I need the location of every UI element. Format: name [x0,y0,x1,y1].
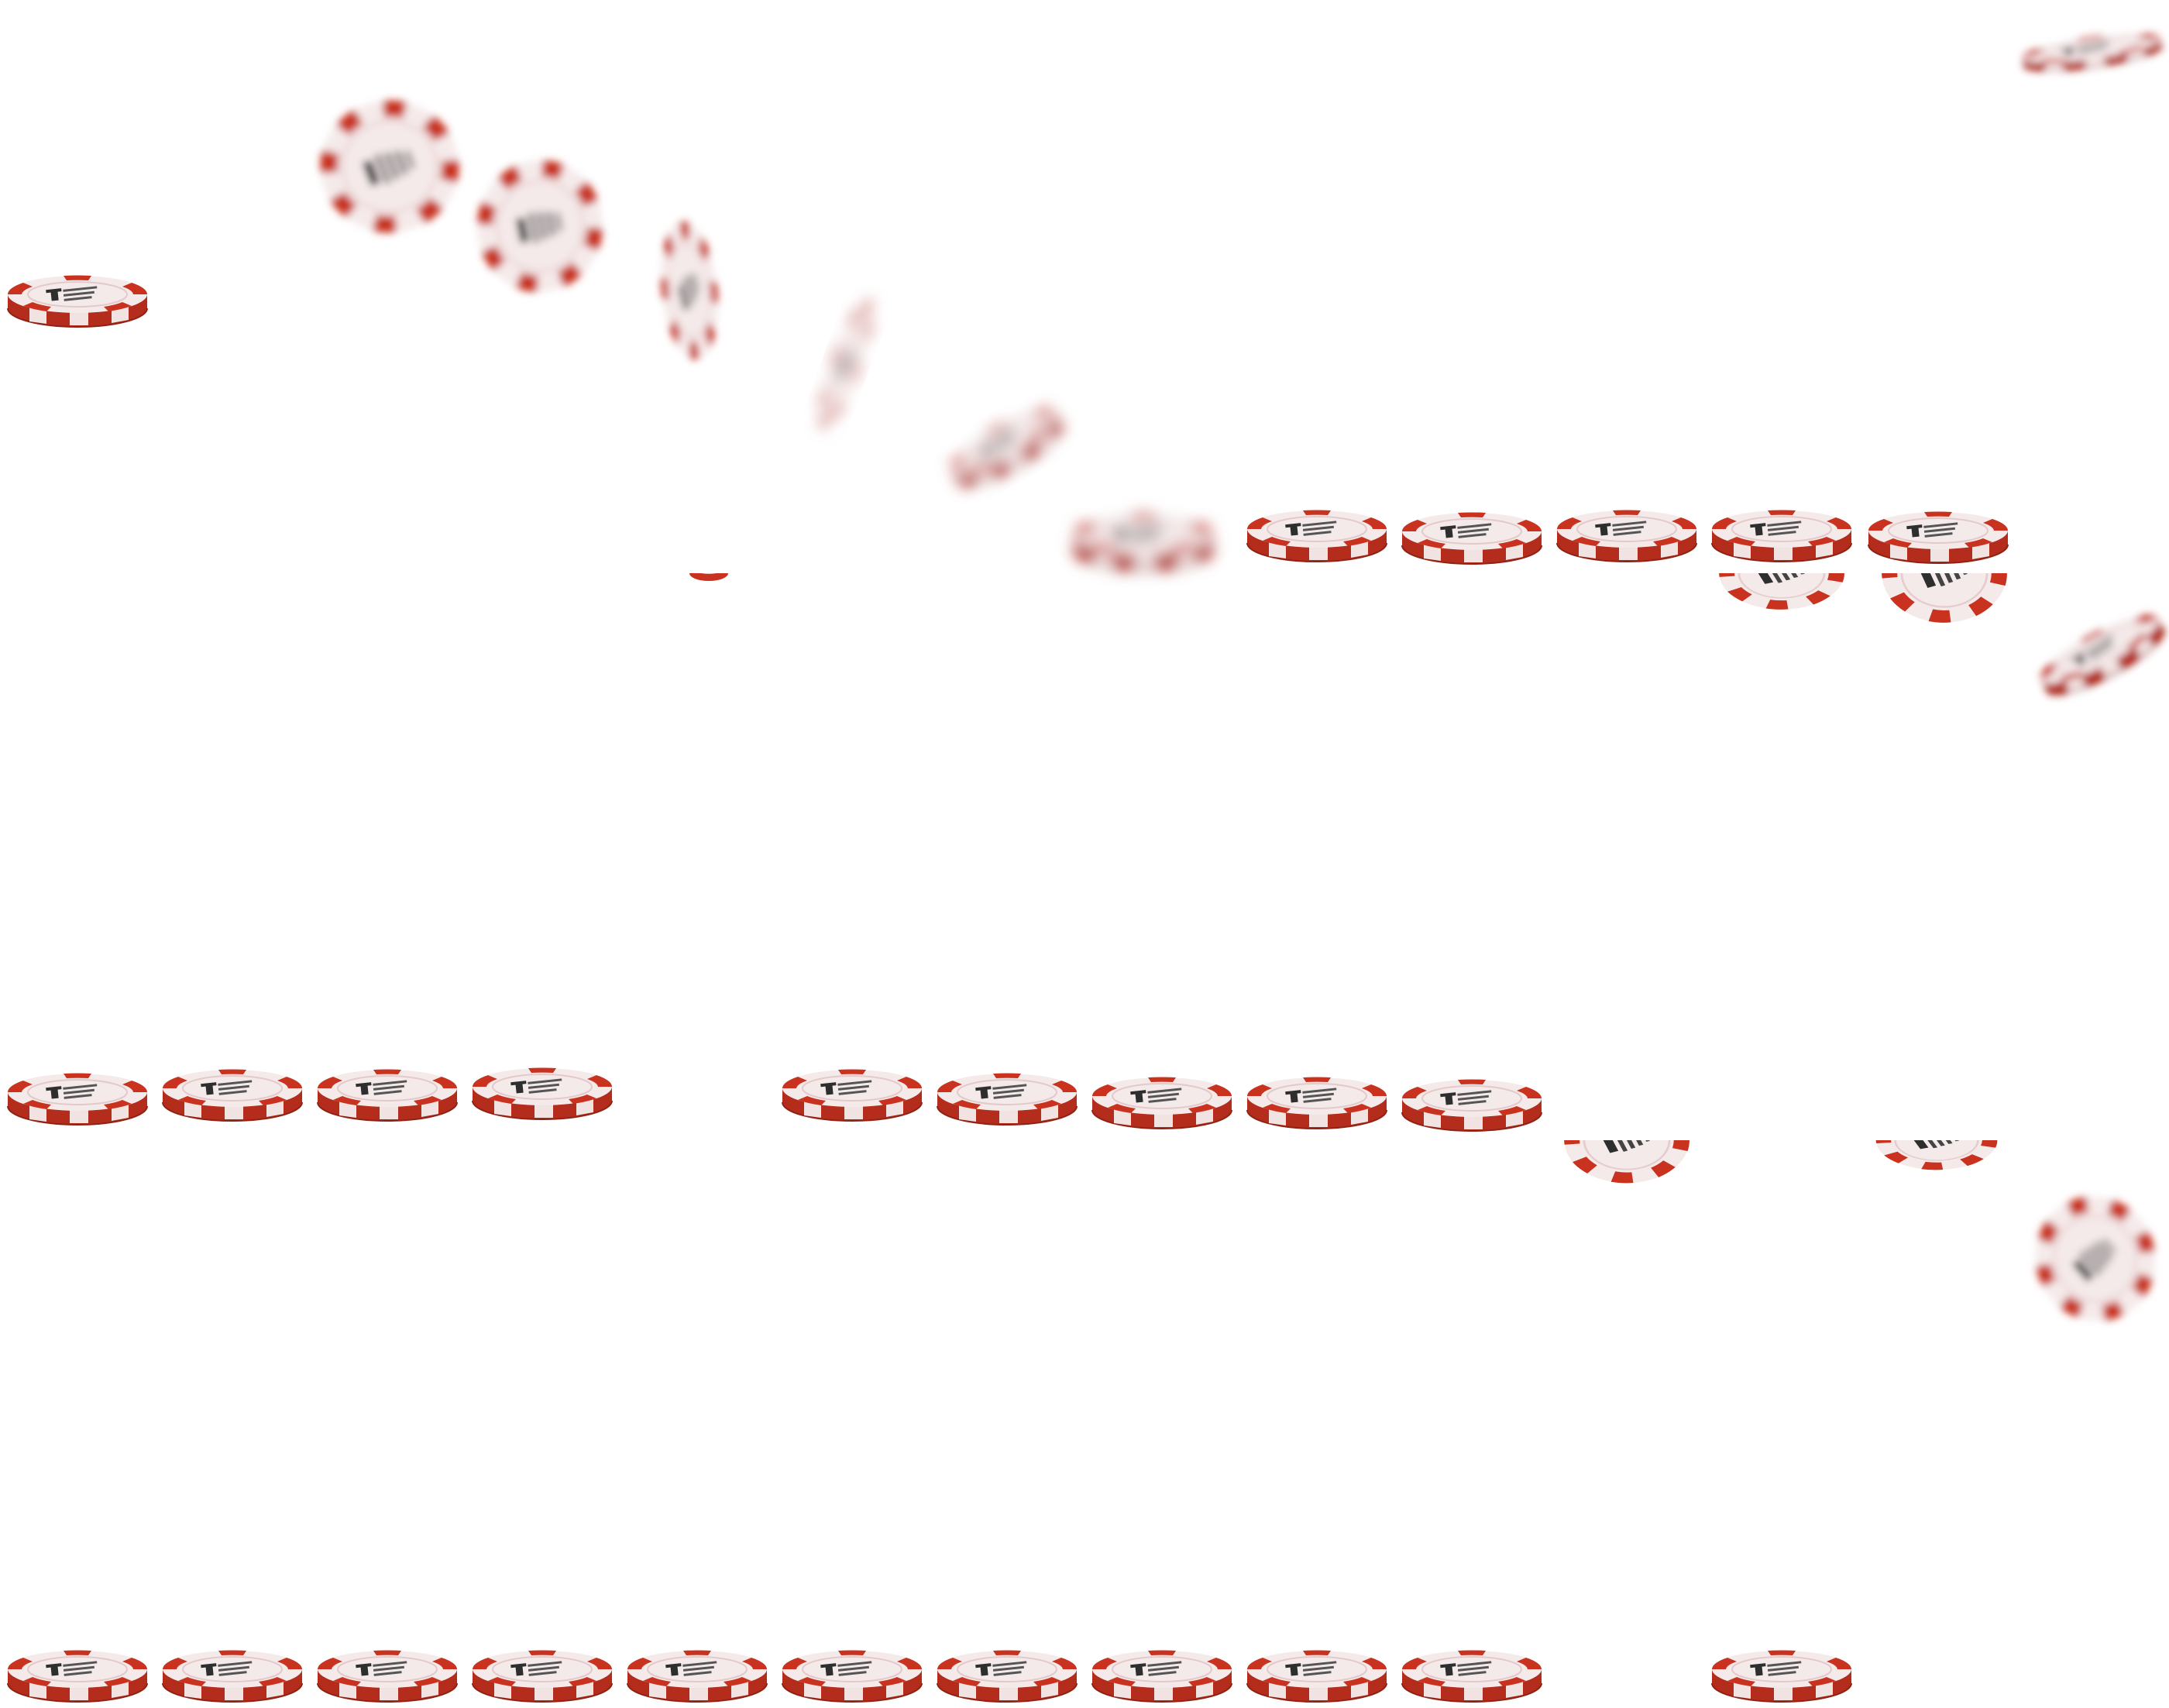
poker-chip-icon [162,1649,303,1703]
poker-chip-icon [1246,1649,1387,1703]
poker-chip-icon [806,290,886,438]
row-3-frames [7,1649,1852,1703]
poker-chip-icon [7,274,148,328]
poker-chip-icon [465,149,615,304]
poker-chip-icon [627,1649,768,1703]
poker-chip-icon [2013,1174,2169,1343]
poker-chip-icon [472,1649,613,1703]
poker-chip-icon [1711,509,1852,562]
poker-chip-icon [1401,1649,1542,1703]
poker-chip-icon [7,1072,148,1125]
poker-chip-icon [937,1649,1078,1703]
row-1-frames [7,26,2169,707]
poker-chip-icon [1401,1078,1542,1132]
poker-chip-icon [782,1068,923,1122]
poker-chip-icon [2019,26,2164,78]
poker-chip-icon [1072,512,1215,572]
poker-chip-icon [689,573,728,581]
poker-chip-icon [1868,510,2009,564]
poker-chip-icon [1091,1076,1232,1129]
poker-chip-icon [1872,1140,2001,1172]
poker-chip-icon [317,97,462,236]
poker-chip-icon [1091,1649,1232,1703]
poker-chip-icon [1246,509,1387,562]
poker-chip-icon [1711,1649,1852,1703]
poker-chip-icon [162,1068,303,1122]
poker-chip-icon [1561,1140,1693,1186]
poker-chip-icon [782,1649,923,1703]
poker-chip-icon [472,1067,613,1120]
poker-chip-icon [317,1649,458,1703]
poker-chip-icon [1401,511,1542,565]
poker-chip-icon [942,396,1071,497]
poker-chip-icon [317,1068,458,1122]
poker-chip-icon [7,1649,148,1703]
poker-chip-icon [2032,602,2169,707]
poker-chip-icon [1556,509,1697,562]
row-2-frames [7,1067,2169,1343]
poker-chip-icon [937,1072,1078,1125]
poker-chip-icon [1246,1076,1387,1129]
poker-chip-icon [652,215,727,366]
